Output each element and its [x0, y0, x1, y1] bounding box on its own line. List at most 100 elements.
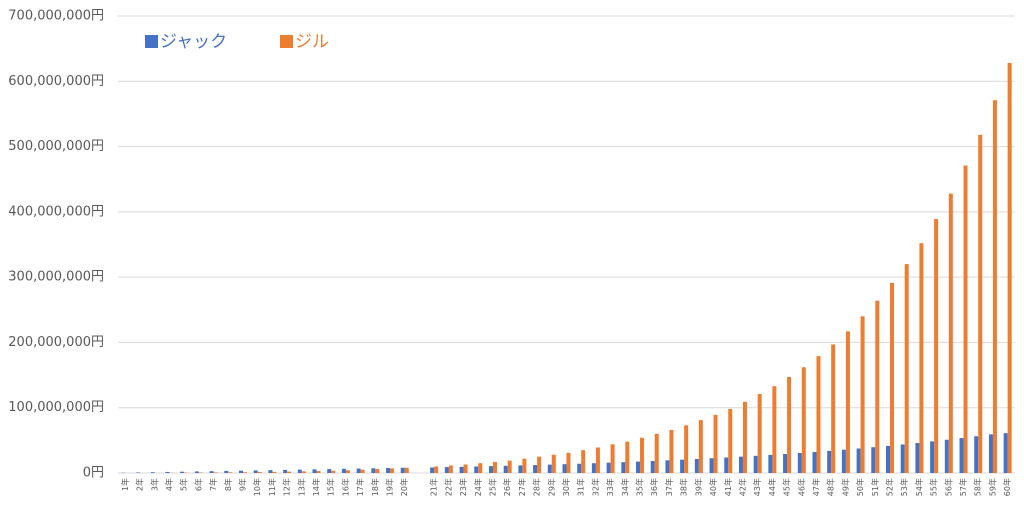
x-tick-label: 1年 [120, 478, 130, 491]
bar [948, 193, 953, 473]
bar [356, 468, 361, 473]
bar [890, 283, 895, 473]
bar [934, 219, 939, 473]
x-tick-label: 38年 [679, 478, 689, 496]
bar [1003, 433, 1008, 473]
bar [636, 461, 641, 473]
bar [518, 465, 523, 473]
bar [404, 467, 409, 473]
x-tick-label: 8年 [223, 478, 233, 491]
bar [831, 344, 836, 473]
bar [900, 444, 905, 473]
x-tick-label: 11年 [267, 478, 277, 496]
bar [400, 467, 405, 473]
bar [871, 447, 876, 473]
bar [150, 472, 155, 473]
x-tick-label: 27年 [517, 478, 527, 496]
x-tick-label: 30年 [561, 478, 571, 496]
bar [533, 465, 538, 473]
x-tick-label: 6年 [193, 478, 203, 491]
bar [474, 466, 479, 473]
bar [621, 462, 626, 473]
bar [845, 331, 850, 473]
bar [797, 453, 802, 473]
bar [654, 433, 659, 473]
bar [327, 469, 332, 473]
bar [253, 470, 258, 473]
bar [713, 414, 718, 473]
x-tick-label: 25年 [487, 478, 497, 496]
bar [224, 470, 229, 473]
x-tick-label: 55年 [929, 478, 939, 496]
bar [860, 316, 865, 473]
x-tick-label: 44年 [767, 478, 777, 496]
bar [709, 458, 714, 473]
bar [341, 468, 346, 473]
x-tick-label: 39年 [693, 478, 703, 496]
x-tick-label: 16年 [340, 478, 350, 496]
bar [684, 425, 689, 473]
bar [371, 468, 376, 473]
x-tick-label: 60年 [1002, 478, 1012, 496]
legend-swatch [280, 35, 293, 48]
bar [238, 470, 243, 473]
bar [915, 442, 920, 473]
x-tick-label: 2年 [135, 478, 145, 491]
bar [812, 451, 817, 473]
bar [228, 472, 233, 473]
bar [757, 394, 762, 473]
y-tick-label: 500,000,000円 [8, 139, 104, 154]
x-tick-label: 12年 [282, 478, 292, 496]
bar [728, 409, 733, 473]
bar [974, 436, 979, 473]
bar [606, 462, 611, 473]
bar [610, 444, 615, 473]
bar [165, 471, 170, 473]
x-tick-label: 29年 [546, 478, 556, 496]
x-tick-label: 37年 [664, 478, 674, 496]
y-tick-label: 0円 [83, 466, 104, 481]
x-tick-label: 57年 [958, 478, 968, 496]
x-tick-label: 20年 [399, 478, 409, 496]
bar [698, 420, 703, 473]
bar [551, 454, 556, 473]
bar [272, 471, 277, 473]
legend-label: ジャック [160, 32, 227, 52]
bar [316, 471, 321, 473]
bar [297, 469, 302, 473]
bar [577, 463, 582, 473]
bar [753, 455, 758, 473]
bar [581, 450, 586, 473]
bar [856, 448, 861, 473]
x-tick-label: 47年 [811, 478, 821, 496]
bar [136, 472, 141, 473]
x-tick-label: 10年 [252, 478, 262, 496]
x-tick-label: 28年 [532, 478, 542, 496]
x-tick-label: 49年 [840, 478, 850, 496]
x-tick-label: 9年 [237, 478, 247, 491]
bar [801, 367, 806, 473]
x-tick-label: 33年 [605, 478, 615, 496]
bar [875, 300, 880, 473]
bar [694, 458, 699, 473]
bar [444, 467, 449, 473]
y-tick-label: 300,000,000円 [8, 270, 104, 285]
bar [257, 472, 262, 473]
bar [213, 472, 218, 473]
bar [566, 452, 571, 473]
x-tick-label: 4年 [164, 478, 174, 491]
y-tick-label: 600,000,000円 [8, 74, 104, 89]
bar [944, 439, 949, 473]
bar [345, 470, 350, 473]
bar [963, 165, 968, 474]
bar [562, 464, 567, 473]
x-tick-label: 53年 [899, 478, 909, 496]
x-tick-label: 58年 [973, 478, 983, 496]
bar [242, 472, 247, 473]
x-tick-label: 42年 [737, 478, 747, 496]
bar [360, 469, 365, 473]
x-tick-label: 52年 [885, 478, 895, 496]
y-tick-label: 400,000,000円 [8, 204, 104, 219]
x-tick-label: 7年 [208, 478, 218, 491]
bar [827, 450, 832, 473]
